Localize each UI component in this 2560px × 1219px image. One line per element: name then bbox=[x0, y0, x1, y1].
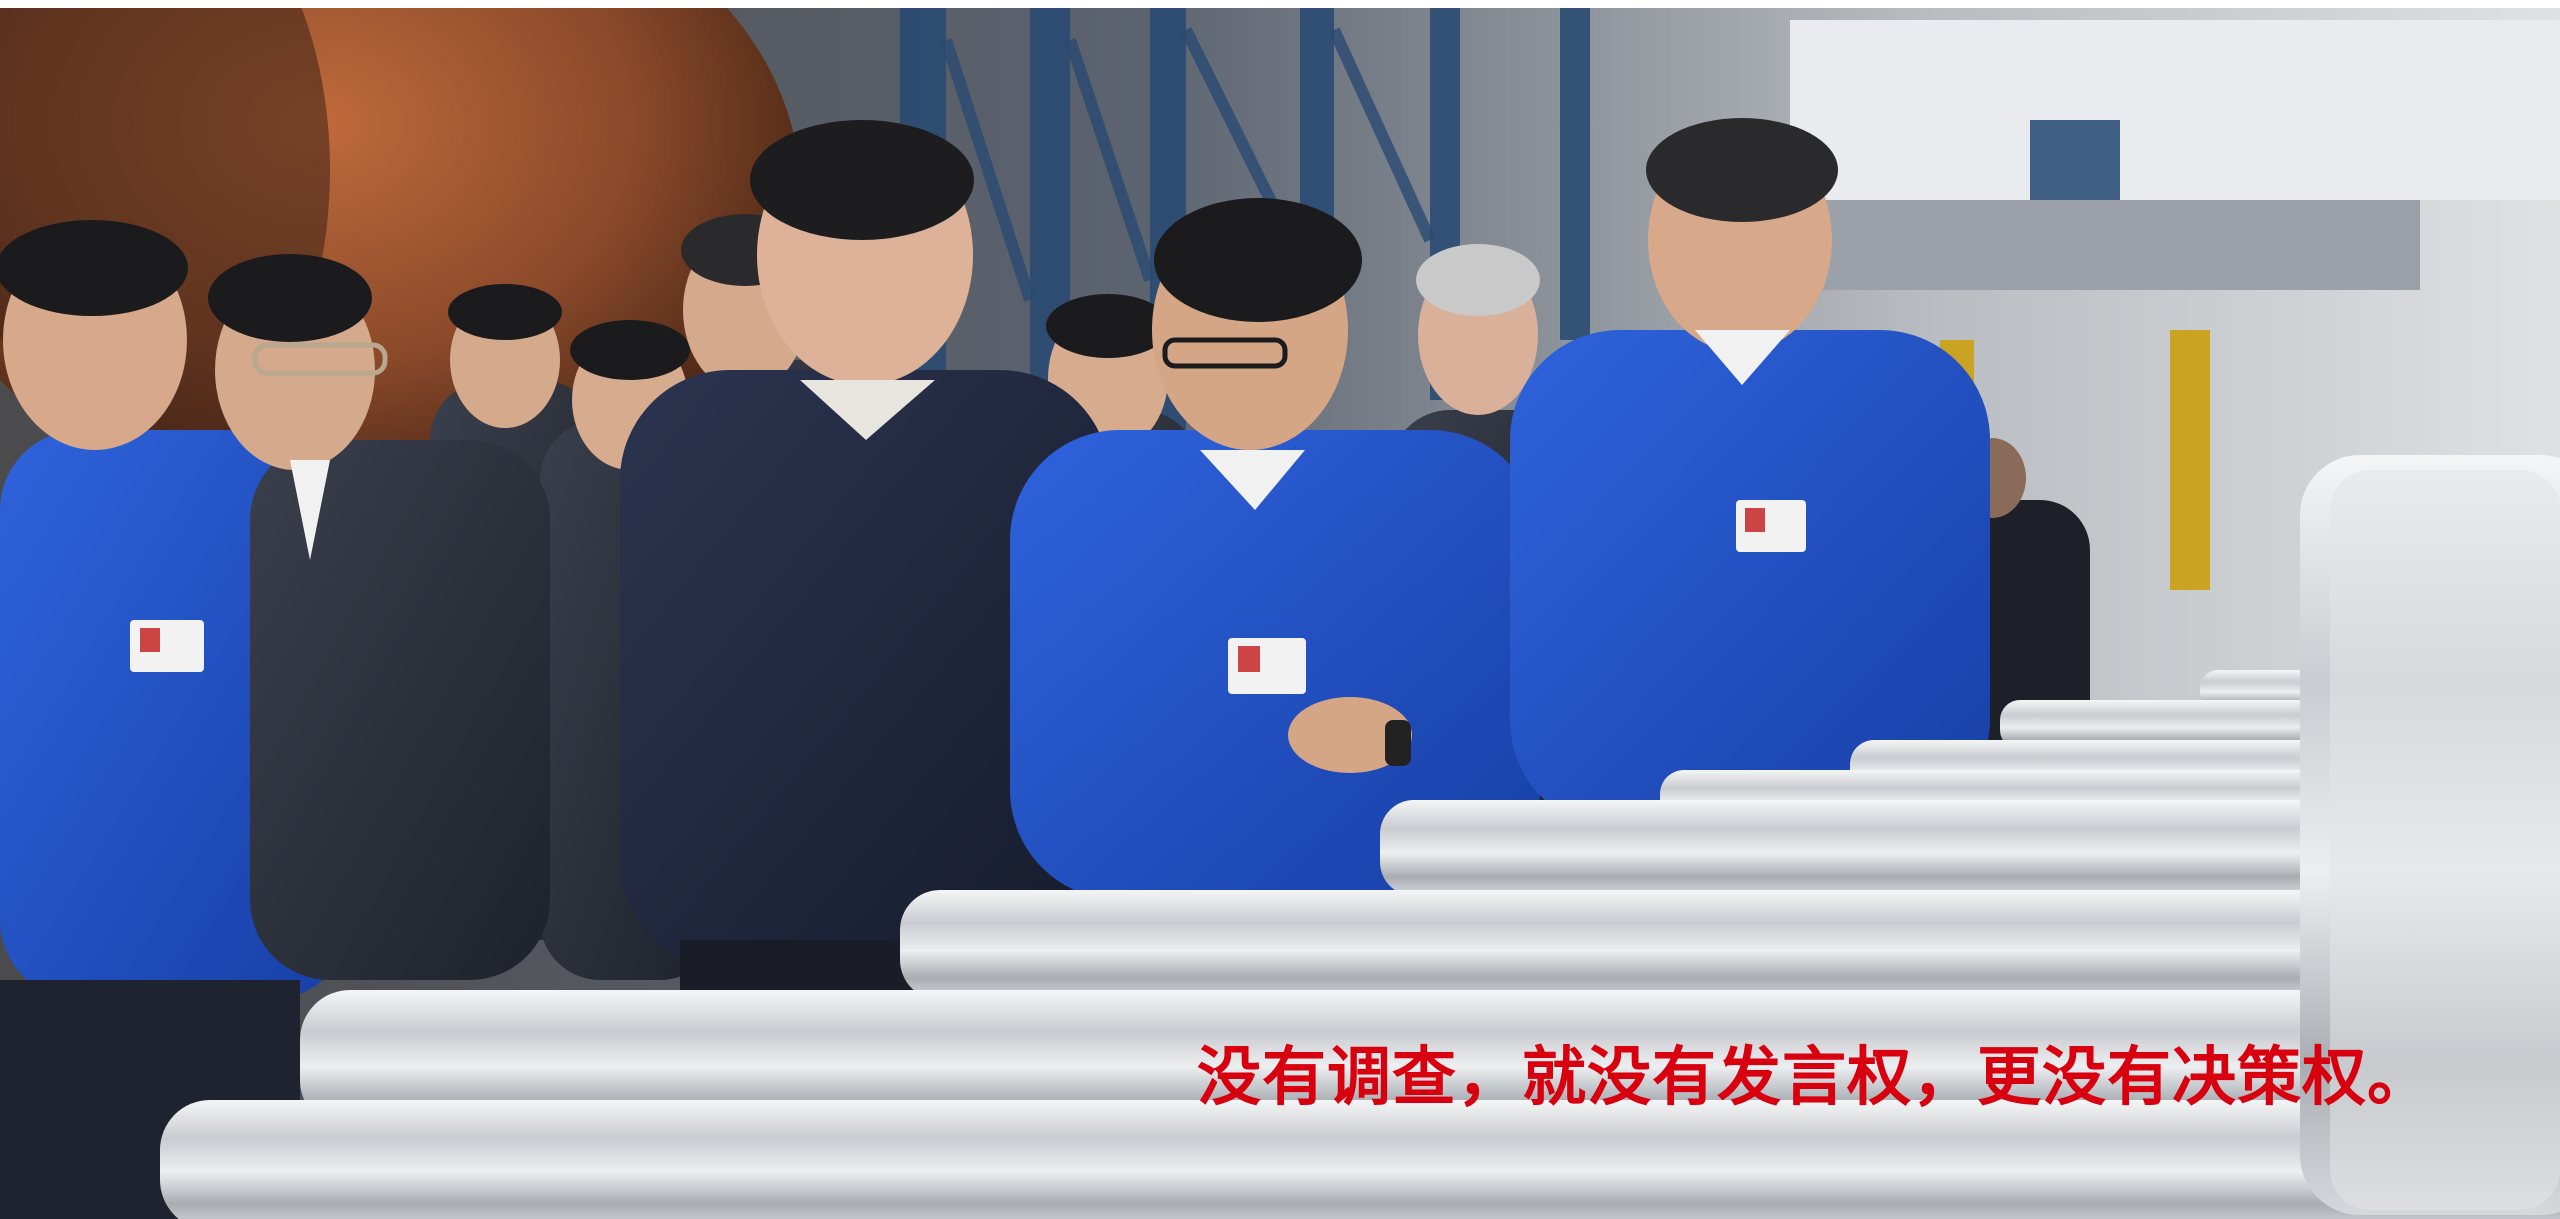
caption-text: 没有调查，就没有发言权，更没有决策权。 bbox=[1197, 1041, 2432, 1115]
